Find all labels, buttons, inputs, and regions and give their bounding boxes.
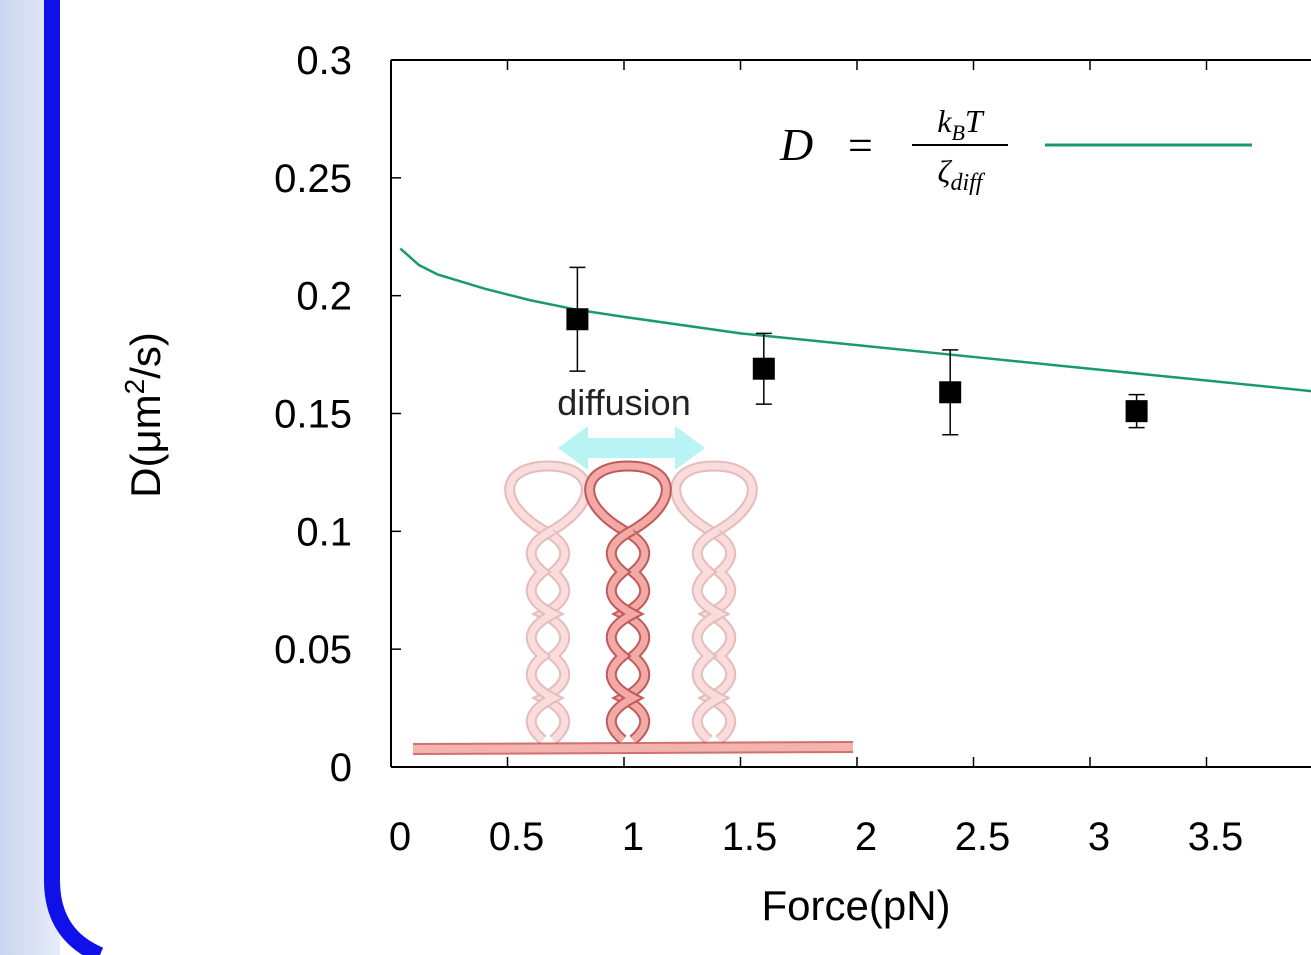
strand — [527, 526, 561, 743]
data-point — [752, 357, 775, 380]
y-tick-label: 0.3 — [296, 39, 352, 83]
x-tick-label: 0 — [389, 815, 411, 859]
plot — [390, 59, 1311, 768]
x-tick-label: 1 — [622, 815, 644, 859]
y-tick-label: 0.2 — [296, 275, 352, 319]
strand-outline — [525, 525, 565, 745]
x-tick-label: 1.5 — [722, 815, 778, 859]
x-tick-label: 3 — [1088, 815, 1110, 859]
illustration — [412, 426, 854, 755]
x-axis-label: Force(pN) — [761, 882, 950, 929]
strand-outline — [697, 525, 737, 745]
strand-outline — [670, 460, 758, 535]
legend-zeta: ζ — [938, 153, 953, 189]
legend-k-sub: B — [951, 120, 964, 145]
x-tick-label: 2.5 — [955, 815, 1011, 859]
data-point — [566, 308, 589, 331]
y-tick-label: 0.05 — [274, 628, 352, 672]
plectoneme — [504, 460, 592, 745]
y-tick-label: 0.1 — [296, 510, 352, 554]
legend-k: k — [937, 103, 952, 139]
diffusion-arrow — [558, 426, 705, 470]
y-label-suffix: /s) — [122, 332, 169, 379]
legend-eq: = — [848, 121, 873, 170]
strand-outline — [504, 460, 592, 535]
base-strand — [412, 743, 854, 753]
x-tick-label: 0.5 — [489, 815, 545, 859]
data-point — [939, 381, 962, 404]
panel-border — [44, 0, 104, 955]
y-tick-label: 0.25 — [274, 157, 352, 201]
y-label-sup: 2 — [119, 379, 150, 395]
strand — [535, 526, 569, 743]
y-tick-label: 0.15 — [274, 393, 352, 437]
strand — [607, 526, 641, 743]
annotation: diffusion — [557, 382, 690, 423]
legend-lhs: D — [779, 119, 813, 170]
legend-numerator: kBT — [937, 103, 985, 145]
plectoneme — [670, 460, 758, 745]
legend: D = kBT ζdiff — [779, 103, 1252, 196]
legend-denominator: ζdiff — [938, 153, 986, 196]
legend-t: T — [965, 103, 985, 139]
strand — [586, 462, 670, 534]
strand-outline — [691, 525, 731, 745]
data-point — [1125, 400, 1148, 423]
x-tick-label: 3.5 — [1188, 815, 1244, 859]
y-tick-label: 0 — [330, 746, 352, 790]
strand — [701, 526, 735, 743]
y-label-prefix: D(μm — [122, 394, 169, 498]
strand-outline — [531, 525, 571, 745]
y-axis-label: D(μm2/s) — [119, 332, 169, 498]
strand — [506, 462, 590, 534]
x-tick-label: 2 — [855, 815, 877, 859]
model-curve — [399, 247, 1311, 393]
strand — [693, 526, 727, 743]
strand — [672, 462, 756, 534]
legend-zeta-sub: diff — [950, 170, 985, 196]
strand — [615, 526, 649, 743]
plectoneme — [584, 460, 672, 745]
